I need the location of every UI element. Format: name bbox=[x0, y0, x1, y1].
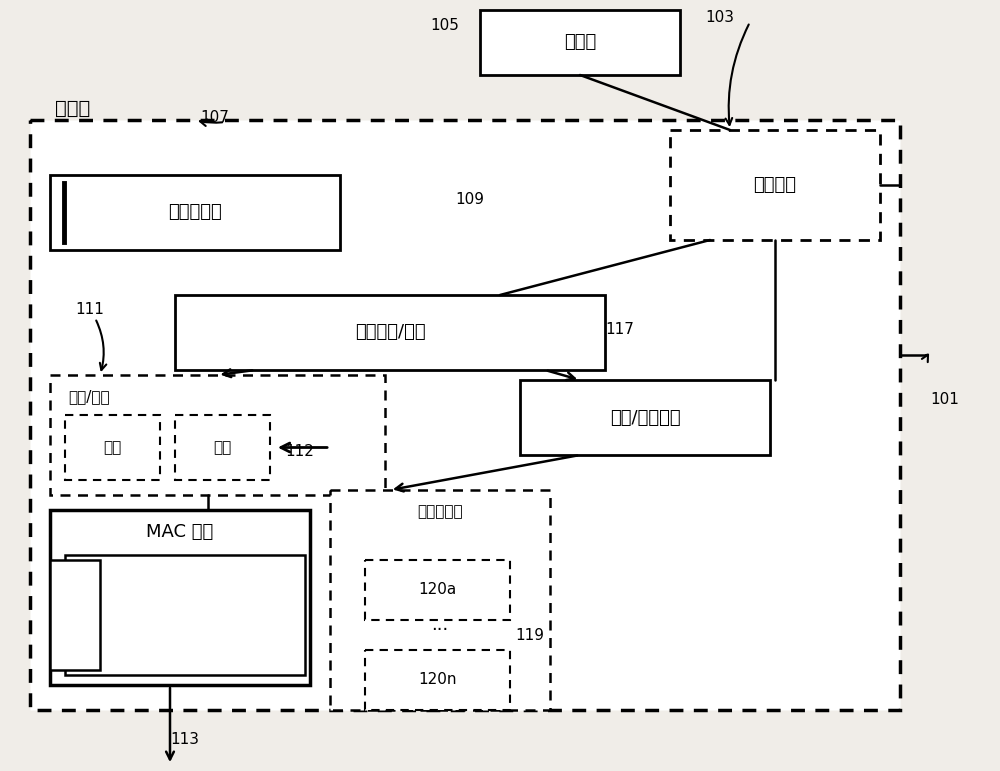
Text: 队列: 队列 bbox=[213, 440, 232, 455]
Bar bbox=[670, 130, 880, 240]
Text: 处理器: 处理器 bbox=[55, 99, 90, 117]
Bar bbox=[50, 375, 385, 495]
Bar bbox=[50, 510, 310, 685]
Text: 105: 105 bbox=[431, 18, 459, 32]
Text: 113: 113 bbox=[170, 732, 200, 748]
Text: 加载/存储单元: 加载/存储单元 bbox=[610, 409, 680, 426]
Text: MAC 单元: MAC 单元 bbox=[146, 523, 214, 541]
Text: 分派/发布: 分派/发布 bbox=[68, 389, 110, 405]
Bar bbox=[480, 10, 680, 75]
Bar bbox=[65, 415, 160, 480]
Bar bbox=[65, 555, 305, 675]
Text: 120a: 120a bbox=[418, 583, 457, 598]
Text: 101: 101 bbox=[931, 392, 959, 408]
Text: 指令获取/解码: 指令获取/解码 bbox=[355, 324, 425, 342]
Bar bbox=[365, 560, 510, 620]
Bar bbox=[175, 295, 605, 370]
Text: 程序计数器: 程序计数器 bbox=[168, 204, 222, 221]
Text: 119: 119 bbox=[516, 628, 544, 642]
Bar bbox=[175, 415, 270, 480]
Text: 107: 107 bbox=[201, 110, 229, 126]
Text: 高速缓存: 高速缓存 bbox=[754, 176, 796, 194]
Text: 103: 103 bbox=[706, 11, 734, 25]
Bar bbox=[365, 650, 510, 710]
Text: 120n: 120n bbox=[418, 672, 457, 688]
Bar bbox=[50, 560, 100, 670]
Text: 寄存器文件: 寄存器文件 bbox=[417, 504, 463, 520]
Text: 队列: 队列 bbox=[103, 440, 122, 455]
Text: 存储器: 存储器 bbox=[564, 33, 596, 52]
Text: 109: 109 bbox=[456, 193, 484, 207]
Text: 117: 117 bbox=[606, 322, 634, 338]
Text: 111: 111 bbox=[76, 302, 104, 318]
Text: ...: ... bbox=[431, 616, 449, 634]
Bar bbox=[30, 120, 900, 710]
Bar bbox=[50, 175, 340, 250]
Bar bbox=[520, 380, 770, 455]
Bar bbox=[330, 490, 550, 710]
Text: 112: 112 bbox=[286, 445, 314, 460]
